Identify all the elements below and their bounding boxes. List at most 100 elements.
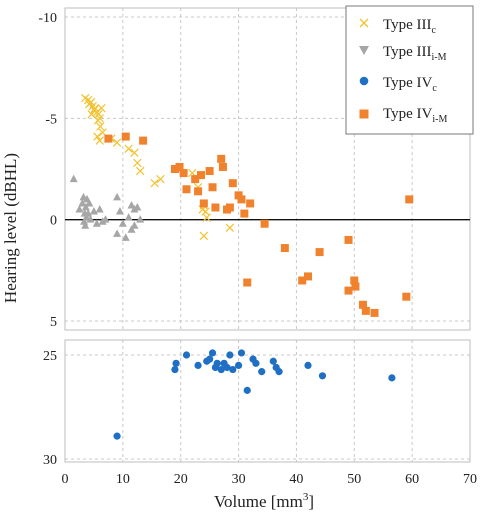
- x-axis-title: Volume [mm3]: [214, 491, 314, 511]
- data-point-square: [121, 132, 130, 141]
- data-point-circle: [217, 365, 225, 374]
- series-1: [69, 174, 145, 241]
- data-point-triangle: [89, 207, 98, 215]
- x-axis-title-end: ]: [308, 492, 314, 511]
- data-point-triangle: [85, 198, 94, 207]
- data-point-triangle: [127, 225, 136, 233]
- x-tick-label: 50: [347, 472, 361, 487]
- data-point-circle: [234, 361, 243, 369]
- data-point-x-marker: [124, 144, 133, 153]
- data-point-square: [182, 185, 191, 194]
- data-point-circle: [243, 386, 251, 394]
- data-point-circle: [318, 372, 327, 380]
- data-point-x-marker: [112, 138, 122, 147]
- data-point-triangle: [92, 219, 101, 227]
- data-point-square: [234, 191, 243, 200]
- data-point-square: [304, 272, 312, 281]
- x-tick-label: 40: [289, 472, 303, 487]
- y-tick-label-lower: 25: [43, 349, 57, 364]
- data-point-square: [315, 248, 324, 257]
- data-point-x-marker: [150, 178, 159, 188]
- data-point-x-marker: [133, 158, 142, 168]
- y-axis-title: Hearing level (dBHL): [1, 153, 20, 303]
- series-3: [104, 132, 414, 317]
- data-point-square: [246, 199, 255, 208]
- data-point-circle: [113, 432, 121, 440]
- y-tick-label-lower: 30: [43, 453, 57, 468]
- data-point-triangle: [118, 219, 127, 227]
- y-tick-label-upper: -10: [38, 11, 57, 26]
- data-point-square: [228, 179, 237, 188]
- data-point-triangle: [113, 192, 122, 201]
- data-point-square: [211, 203, 220, 212]
- data-point-circle: [226, 351, 234, 359]
- data-point-square: [196, 171, 205, 180]
- data-point-triangle: [124, 213, 133, 221]
- legend-marker-type-ivim: [359, 109, 369, 119]
- data-point-square: [175, 162, 184, 171]
- data-point-square: [237, 195, 246, 204]
- data-point-square: [344, 235, 353, 244]
- data-point-square: [361, 306, 370, 315]
- data-point-triangle: [78, 198, 87, 207]
- data-point-square: [205, 167, 214, 176]
- data-point-square: [370, 308, 379, 317]
- data-point-triangle: [86, 215, 95, 223]
- data-point-square: [240, 209, 249, 218]
- y-tick-label-upper: -5: [45, 112, 57, 127]
- data-point-square: [199, 199, 208, 208]
- data-point-square: [358, 300, 367, 309]
- data-point-x-marker: [130, 148, 139, 158]
- data-point-square: [344, 286, 353, 295]
- data-point-circle: [237, 349, 246, 357]
- data-point-triangle: [81, 203, 90, 211]
- data-point-square: [194, 187, 203, 196]
- data-point-circle: [172, 359, 180, 367]
- legend: Type IIIc Type IIIi-M Type IVc Type IVi-…: [345, 5, 474, 135]
- data-point-triangle: [75, 205, 84, 213]
- legend-label-type-ivim: Type IVi-M: [383, 106, 447, 125]
- data-point-triangle: [121, 233, 130, 241]
- data-point-circle: [223, 363, 231, 372]
- data-point-circle: [388, 374, 396, 382]
- data-point-square: [217, 154, 226, 163]
- data-point-square: [350, 276, 359, 285]
- data-point-square: [218, 162, 227, 171]
- data-point-square: [351, 282, 360, 291]
- data-point-circle: [275, 368, 283, 376]
- data-point-x-marker: [97, 103, 106, 113]
- legend-marker-type-iiic: [359, 18, 369, 28]
- data-point-square: [402, 292, 411, 301]
- x-tick-label: 70: [463, 472, 477, 487]
- data-point-triangle: [113, 229, 122, 237]
- series-2: [113, 349, 396, 440]
- legend-label-type-iiic: Type IIIc: [383, 17, 437, 36]
- data-point-circle: [304, 361, 312, 369]
- x-tick-label: 60: [405, 472, 419, 487]
- data-point-triangle: [95, 205, 104, 213]
- data-point-triangle: [82, 213, 91, 221]
- data-point-triangle: [101, 215, 110, 223]
- data-point-x-marker: [199, 231, 209, 241]
- data-point-square: [243, 278, 252, 287]
- data-point-circle: [206, 355, 214, 363]
- lower-panel-frame: [64, 339, 471, 463]
- data-point-square: [260, 219, 269, 228]
- x-tick-label: 30: [232, 472, 246, 487]
- data-point-x-marker: [225, 223, 235, 232]
- data-point-x-marker: [156, 174, 165, 184]
- y-tick-label-upper: 5: [50, 315, 57, 330]
- data-point-x-marker: [202, 213, 211, 222]
- x-tick-label: 10: [116, 472, 130, 487]
- data-point-square: [225, 203, 234, 212]
- data-point-square: [139, 136, 148, 145]
- data-point-circle: [258, 368, 266, 376]
- data-point-triangle: [127, 200, 136, 209]
- x-axis-title-main: Volume [mm: [214, 492, 303, 511]
- upper-panel-frame: [64, 7, 471, 331]
- x-tick-label: 20: [174, 472, 188, 487]
- data-point-square: [104, 134, 113, 143]
- y-tick-label-upper: 0: [50, 214, 57, 229]
- legend-marker-type-iiiim: [359, 46, 369, 55]
